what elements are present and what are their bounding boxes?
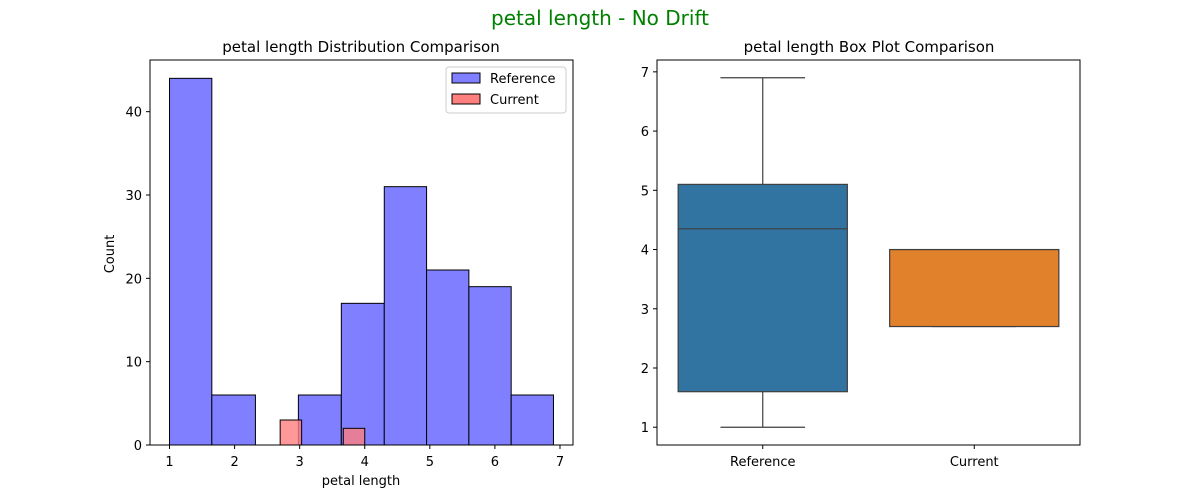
- x-tick-label: 7: [556, 455, 564, 470]
- histogram-bar-reference: [169, 77, 213, 446]
- x-tick-label: 6: [491, 455, 499, 470]
- y-tick-label: 0: [134, 439, 142, 454]
- legend-swatch-reference: [451, 72, 481, 84]
- y-tick-label: 10: [125, 356, 142, 371]
- legend-label-current: Current: [490, 93, 539, 108]
- histogram-bar-current: [279, 419, 303, 446]
- y-tick-label: 2: [641, 362, 649, 377]
- histogram-bar-current: [342, 427, 366, 446]
- y-tick-label: 20: [125, 272, 142, 287]
- histogram-y-ticks: 0 10 20 30 40: [125, 106, 150, 454]
- y-tick-label: 3: [641, 303, 649, 318]
- legend-label-reference: Reference: [490, 72, 555, 87]
- x-tick-label: 4: [361, 455, 369, 470]
- x-tick-label: 3: [296, 455, 304, 470]
- legend-swatch-current: [451, 93, 481, 105]
- histogram-title: petal length Distribution Comparison: [222, 38, 499, 56]
- x-tick-label: 1: [165, 455, 173, 470]
- box-reference: [677, 183, 848, 393]
- boxplot-y-ticks: 1 2 3 4 5 6 7: [641, 66, 657, 436]
- x-tick-label: 5: [426, 455, 434, 470]
- boxplot-axes-frame: [656, 59, 1081, 446]
- histogram-bar-reference: [383, 186, 428, 446]
- x-tick-label: 2: [230, 455, 238, 470]
- boxplot-boxes: [677, 77, 1060, 428]
- histogram-legend: Reference Current: [445, 66, 567, 114]
- boxplot-panel: petal length Box Plot Comparison Referen…: [641, 38, 1081, 470]
- histogram-panel: petal length Distribution Comparison pet…: [103, 38, 574, 489]
- histogram-bar-reference: [211, 394, 256, 446]
- histogram-bars: [169, 77, 554, 446]
- y-tick-label: 30: [125, 189, 142, 204]
- boxplot-title: petal length Box Plot Comparison: [744, 38, 995, 56]
- y-tick-label: 7: [641, 66, 649, 81]
- box-current: [889, 248, 1060, 328]
- histogram-x-ticks: 1 2 3 4 5 6 7: [165, 445, 564, 470]
- x-tick-label: Current: [950, 455, 999, 470]
- histogram-bar-reference: [297, 394, 342, 446]
- figure-suptitle: petal length - No Drift: [491, 6, 709, 30]
- y-tick-label: 4: [641, 244, 649, 259]
- histogram-bar-reference: [510, 394, 554, 446]
- histogram-xlabel: petal length: [322, 474, 401, 489]
- y-tick-label: 6: [641, 125, 649, 140]
- histogram-ylabel: Count: [103, 235, 118, 274]
- y-tick-label: 1: [641, 421, 649, 436]
- histogram-axes-frame: [149, 59, 574, 446]
- boxplot-x-ticks: Reference Current: [730, 445, 999, 470]
- histogram-bar-reference: [468, 286, 512, 446]
- y-tick-label: 5: [641, 184, 649, 199]
- histogram-bar-reference: [426, 269, 470, 446]
- y-tick-label: 40: [125, 106, 142, 121]
- x-tick-label: Reference: [730, 455, 795, 470]
- histogram-bar-reference: [340, 302, 385, 446]
